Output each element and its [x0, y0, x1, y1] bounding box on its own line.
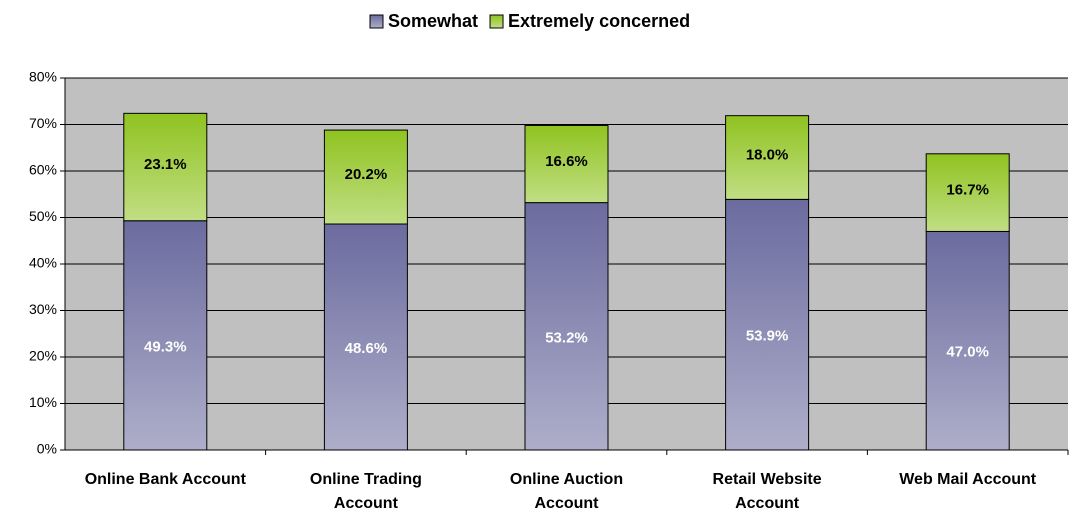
y-tick-label: 30% — [29, 301, 57, 317]
bar-segment — [725, 198, 810, 451]
legend-label: Somewhat — [388, 11, 478, 31]
legend-swatch — [369, 14, 384, 29]
data-label: 53.2% — [545, 329, 588, 346]
bar-segment — [323, 223, 408, 451]
y-tick-label: 50% — [29, 208, 57, 224]
legend-label: Extremely concerned — [508, 11, 690, 31]
data-label: 20.2% — [345, 166, 388, 183]
data-label: 18.0% — [746, 146, 789, 163]
data-label: 16.6% — [545, 153, 588, 170]
y-tick-label: 40% — [29, 255, 57, 271]
bar-segment — [323, 129, 408, 225]
data-label: 53.9% — [746, 328, 789, 345]
y-tick-label: 10% — [29, 394, 57, 410]
bar-segment — [123, 220, 208, 451]
data-label: 48.6% — [345, 340, 388, 357]
data-label: 49.3% — [144, 338, 187, 355]
bar-segment — [725, 115, 810, 200]
y-tick-label: 20% — [29, 348, 57, 364]
bar-segment — [925, 153, 1010, 232]
x-tick-label: Retail Website Account — [713, 471, 822, 512]
y-tick-label: 0% — [37, 441, 57, 457]
x-tick-label: Online Trading Account — [310, 471, 422, 512]
data-label: 16.7% — [946, 182, 989, 199]
data-label: 47.0% — [946, 344, 989, 361]
bar-segment — [925, 230, 1010, 451]
bar-segment — [524, 202, 609, 451]
x-tick-label: Online Auction Account — [510, 471, 623, 512]
data-label: 23.1% — [144, 156, 187, 173]
x-tick-label: Online Bank Account — [85, 471, 247, 488]
y-tick-label: 70% — [29, 115, 57, 131]
y-tick-label: 60% — [29, 162, 57, 178]
x-tick-label: Web Mail Account — [899, 471, 1037, 488]
legend-swatch — [489, 14, 504, 29]
bar-segment — [524, 124, 609, 204]
bar-segment — [123, 112, 208, 222]
y-tick-label: 80% — [29, 69, 57, 85]
